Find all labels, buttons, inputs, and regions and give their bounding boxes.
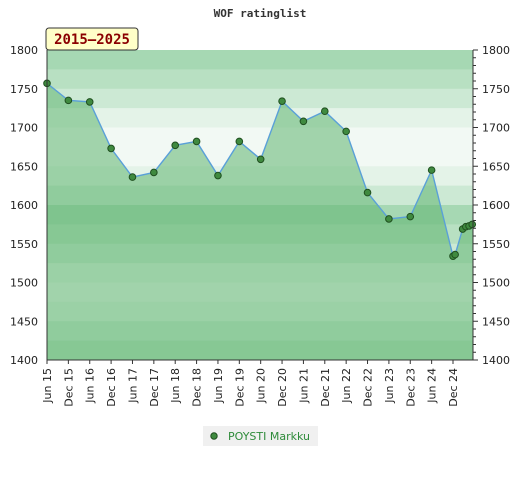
background-band xyxy=(47,50,473,70)
x-tick-label: Jun 23 xyxy=(383,368,396,404)
area-path xyxy=(47,83,473,360)
chart-title: WOF ratinglist xyxy=(214,7,307,20)
area-fill xyxy=(47,83,473,360)
y-tick-label-right: 1500 xyxy=(482,277,510,290)
x-axis: Jun 15 Dec 15 Jun 16 Dec 16 Jun 17 Dec 17 Jun … xyxy=(41,359,473,407)
legend: POYSTI Markku xyxy=(203,426,318,446)
data-point xyxy=(85,98,94,106)
y-tick-label-right: 1450 xyxy=(482,315,510,328)
y-tick-label-right: 1550 xyxy=(482,238,510,251)
y-axis-right: 1400 1450 1500 1550 1600 1650 1700 1750 1800 xyxy=(472,44,510,367)
data-point xyxy=(320,107,329,116)
y-tick-label-left: 1400 xyxy=(10,354,38,367)
data-point xyxy=(192,137,201,146)
x-tick-label: Dec 18 xyxy=(191,368,204,407)
x-tick-label: Dec 22 xyxy=(362,368,375,407)
data-point xyxy=(385,215,393,223)
x-tick-label: Dec 19 xyxy=(233,368,246,407)
x-tick-label: Dec 16 xyxy=(105,368,118,407)
y-tick-label-left: 1600 xyxy=(10,199,38,212)
x-tick-label: Jun 22 xyxy=(340,368,353,404)
x-tick-label: Jun 21 xyxy=(297,368,310,404)
background-band xyxy=(47,127,473,148)
y-tick-label-right: 1700 xyxy=(482,122,510,135)
x-tick-label: Dec 21 xyxy=(319,368,332,407)
data-point xyxy=(406,212,415,221)
x-tick-label: Jun 15 xyxy=(41,368,54,404)
legend-marker-icon xyxy=(210,432,218,440)
y-tick-label-left: 1750 xyxy=(10,83,38,96)
x-tick-label: Dec 24 xyxy=(447,368,460,407)
y-tick-label-left: 1450 xyxy=(10,315,38,328)
background-band xyxy=(47,108,473,128)
data-point xyxy=(256,155,265,164)
year-range-label: 2015–2025 xyxy=(54,32,130,48)
data-point xyxy=(235,137,244,146)
data-point xyxy=(171,141,180,150)
background-band xyxy=(47,69,473,90)
data-point xyxy=(299,117,308,126)
x-tick-label: Jun 18 xyxy=(169,368,182,404)
y-tick-label-left: 1800 xyxy=(10,44,38,57)
data-point xyxy=(468,220,477,229)
x-tick-label: Jun 17 xyxy=(126,368,139,404)
y-tick-label-left: 1700 xyxy=(10,122,38,135)
y-tick-label-right: 1600 xyxy=(482,199,510,212)
data-point xyxy=(150,168,158,177)
x-tick-label: Dec 23 xyxy=(404,368,417,407)
y-tick-label-left: 1500 xyxy=(10,277,38,290)
data-point xyxy=(427,166,436,174)
data-point xyxy=(363,188,372,197)
year-range-badge: 2015–2025 xyxy=(45,27,139,51)
x-tick-label: Jun 16 xyxy=(84,368,97,404)
y-tick-label-left: 1550 xyxy=(10,238,38,251)
x-tick-label: Dec 20 xyxy=(276,368,289,407)
y-tick-label-right: 1800 xyxy=(482,44,510,57)
y-tick-label-right: 1750 xyxy=(482,83,510,96)
x-tick-label: Jun 20 xyxy=(255,368,268,404)
data-point xyxy=(278,97,286,105)
data-point xyxy=(128,173,137,181)
data-point xyxy=(64,96,73,105)
background-band xyxy=(47,88,473,109)
x-tick-label: Jun 24 xyxy=(426,368,439,404)
y-tick-label-right: 1400 xyxy=(482,354,510,367)
y-axis-left: 1400 1450 1500 1550 1600 1650 1700 1750 1800 xyxy=(10,44,48,367)
x-tick-label: Dec 15 xyxy=(62,368,75,407)
data-markers xyxy=(43,79,477,260)
x-tick-label: Dec 17 xyxy=(148,368,161,407)
data-point xyxy=(214,171,222,180)
y-tick-label-left: 1650 xyxy=(10,160,38,173)
y-tick-label-right: 1650 xyxy=(482,160,510,173)
x-tick-label: Jun 19 xyxy=(212,368,225,404)
data-point xyxy=(451,250,459,259)
data-point xyxy=(107,144,115,153)
data-point xyxy=(342,127,350,136)
legend-label: POYSTI Markku xyxy=(228,430,310,443)
